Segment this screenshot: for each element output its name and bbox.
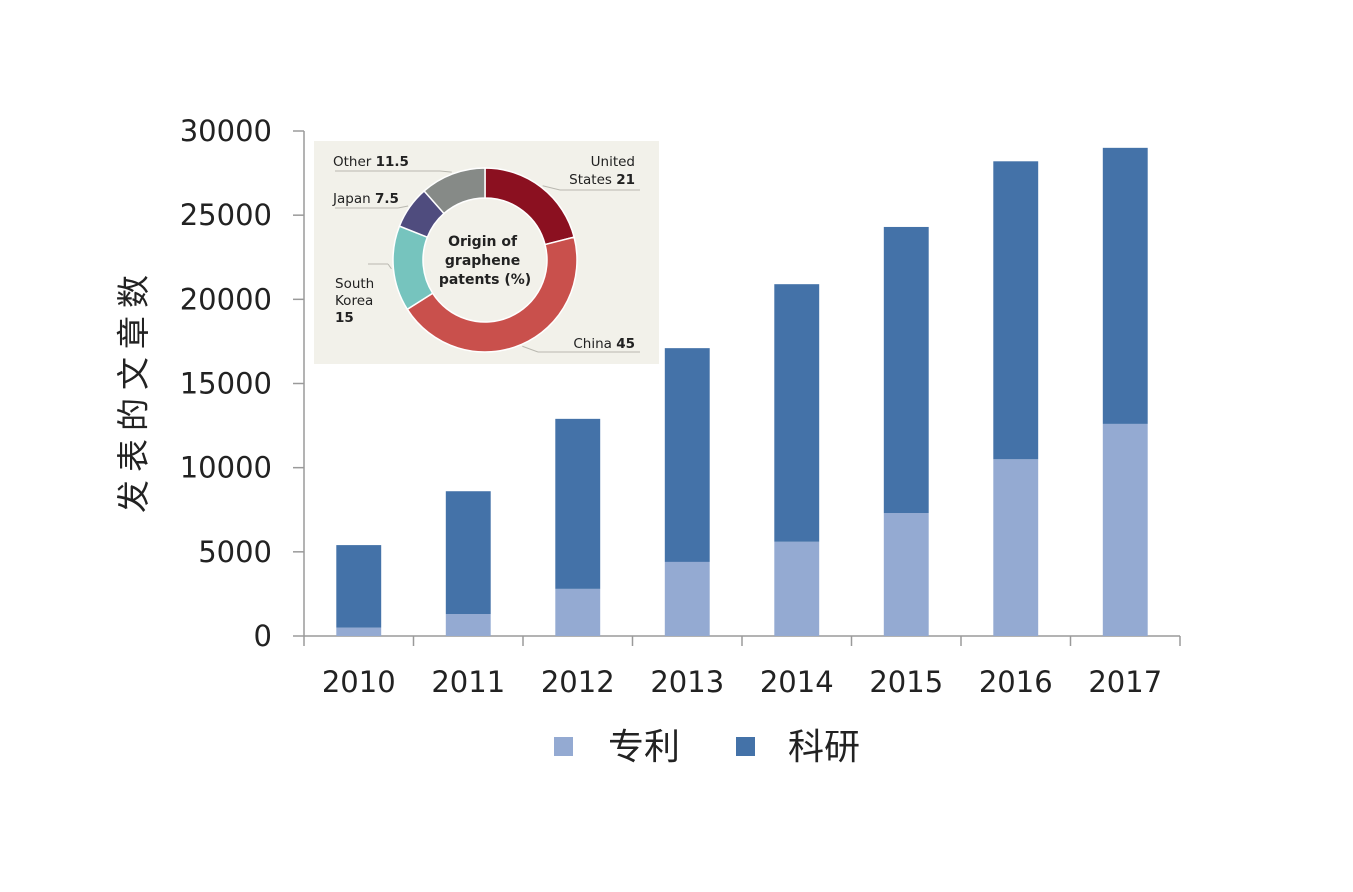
donut-label: Other 11.5 [333, 154, 409, 170]
y-tick-label: 15000 [180, 367, 272, 401]
donut-slices [392, 167, 578, 353]
x-tick-labels: 2010 2011 2012 2013 2014 2015 2016 2017 [322, 665, 1162, 699]
x-tick-label: 2012 [541, 665, 615, 699]
donut-label: South [335, 276, 374, 292]
x-tick-label: 2016 [979, 665, 1053, 699]
bar-patent [774, 541, 820, 636]
y-tick-label: 10000 [180, 451, 272, 485]
donut-slice [423, 167, 486, 215]
bar-research [883, 226, 929, 514]
legend: 专利 科研 [554, 727, 860, 768]
bar-research [336, 545, 382, 628]
donut-label-value: 15 [335, 310, 354, 326]
donut-label: United [591, 154, 635, 170]
bar-research [555, 418, 601, 589]
x-tick-label: 2014 [760, 665, 834, 699]
donut-label-name: Other [333, 154, 376, 170]
y-tick-label: 30000 [180, 114, 272, 148]
inset-title-line-1: Origin of [448, 234, 518, 250]
bar-research [1102, 147, 1148, 424]
donut-label-value: 7.5 [375, 191, 399, 207]
bar-patent [336, 627, 382, 636]
leader-line [439, 170, 452, 173]
donut-label: States 21 [569, 172, 635, 188]
y-tick-label: 5000 [198, 535, 272, 569]
donut-label: Korea [335, 293, 373, 309]
y-tick-label: 0 [254, 619, 272, 653]
donut-leader-lines [335, 170, 640, 353]
legend-swatch [736, 737, 755, 756]
bar-patent [445, 614, 491, 636]
bar-research [774, 284, 820, 542]
donut-slice [406, 236, 578, 353]
bars [336, 147, 1148, 636]
leader-line [387, 263, 392, 270]
bar-research [445, 491, 491, 615]
donut-label-value: 11.5 [376, 154, 409, 170]
y-tick-labels: 0 5000 10000 15000 20000 25000 30000 [180, 114, 272, 653]
y-axis-label: 发表的文章数 [114, 267, 153, 513]
inset-title: Origin of graphene patents (%) [439, 234, 531, 288]
y-tick-label: 25000 [180, 198, 272, 232]
legend-label: 专利 [608, 727, 680, 768]
donut-label: China 45 [573, 336, 635, 352]
bar-patent [555, 588, 601, 636]
bar-patent [993, 459, 1039, 636]
x-tick-label: 2015 [869, 665, 943, 699]
x-tick-label: 2013 [650, 665, 724, 699]
donut-label-name: China [573, 336, 616, 352]
x-tick-label: 2010 [322, 665, 396, 699]
donut-label-value: 21 [616, 172, 635, 188]
bar-patent [1102, 423, 1148, 636]
y-tick-label: 20000 [180, 282, 272, 316]
legend-label: 科研 [788, 727, 860, 768]
donut-label: Japan 7.5 [332, 191, 399, 207]
donut-label-name: States [569, 172, 616, 188]
inset-title-line-2: graphene [445, 253, 520, 269]
x-tick-label: 2017 [1088, 665, 1162, 699]
inset-title-line-3: patents (%) [439, 272, 531, 288]
donut-label-name: Japan [332, 191, 375, 207]
leader-line [522, 345, 539, 353]
legend-swatch [554, 737, 573, 756]
bar-patent [883, 513, 929, 636]
donut-label-value: 45 [616, 336, 635, 352]
bar-patent [664, 561, 710, 636]
leader-line [542, 185, 561, 191]
leader-line [397, 205, 409, 209]
bar-research [993, 161, 1039, 460]
bar-research [664, 348, 710, 562]
x-tick-label: 2011 [431, 665, 505, 699]
